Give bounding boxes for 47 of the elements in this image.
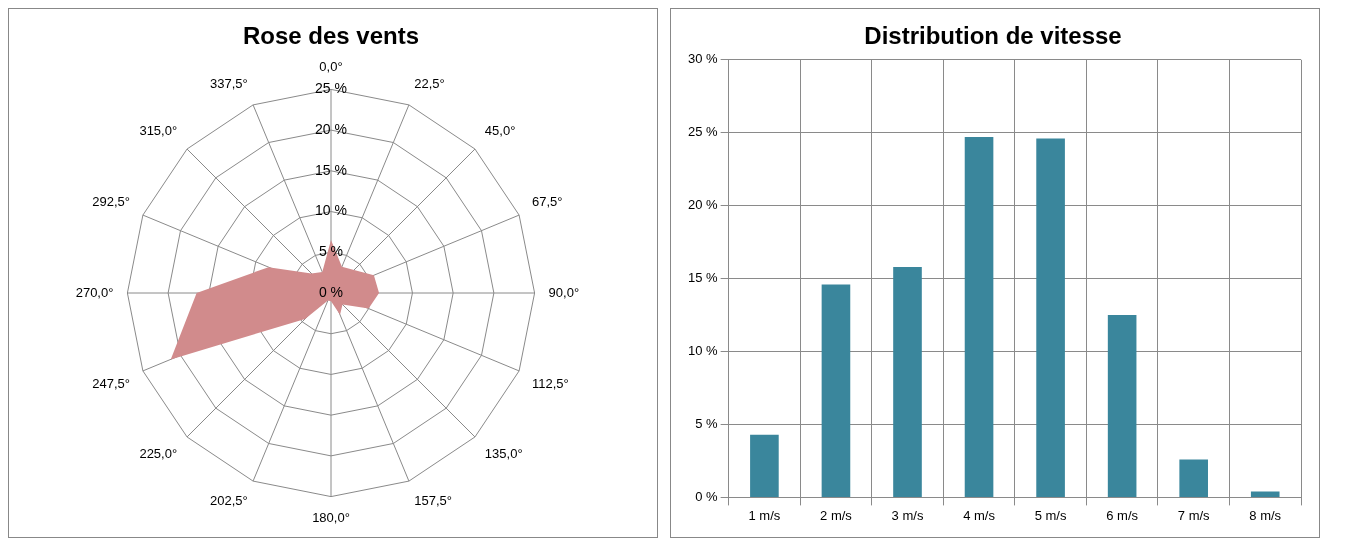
bar bbox=[750, 434, 779, 497]
y-tick-label: 0 % bbox=[318, 283, 344, 300]
spoke-label: 157,5° bbox=[414, 493, 453, 509]
y-tick-label: 15 % bbox=[687, 270, 719, 286]
chart-title: Rose des vents bbox=[242, 22, 420, 50]
bar bbox=[893, 266, 922, 497]
x-tick-label: 1 m/s bbox=[748, 507, 781, 523]
spoke-label: 247,5° bbox=[92, 375, 130, 391]
spoke-label: 67,5° bbox=[532, 193, 563, 209]
y-tick-label: 20 % bbox=[687, 197, 719, 213]
y-tick-label: 10 % bbox=[315, 202, 347, 219]
x-tick-label: 8 m/s bbox=[1249, 507, 1282, 523]
x-tick-label: 2 m/s bbox=[820, 507, 853, 523]
spoke-label: 90,0° bbox=[548, 284, 580, 300]
y-tick-label: 25 % bbox=[315, 80, 347, 97]
y-tick-label: 0 % bbox=[695, 488, 719, 504]
spoke-label: 202,5° bbox=[209, 493, 248, 509]
y-tick-label: 30 % bbox=[687, 51, 719, 67]
bar bbox=[821, 284, 851, 497]
spoke-label: 45,0° bbox=[484, 122, 516, 138]
spoke-label: 292,5° bbox=[92, 193, 130, 209]
x-tick-label: 6 m/s bbox=[1106, 507, 1139, 523]
x-tick-label: 4 m/s bbox=[963, 507, 996, 523]
spoke-label: 270,0° bbox=[75, 284, 114, 300]
spoke-label: 0,0° bbox=[319, 59, 343, 75]
spoke-label: 180,0° bbox=[312, 509, 350, 525]
y-tick-label: 10 % bbox=[687, 343, 719, 359]
y-tick-label: 15 % bbox=[315, 161, 347, 178]
x-tick-label: 7 m/s bbox=[1177, 507, 1211, 523]
spoke-label: 337,5° bbox=[209, 75, 248, 91]
x-tick-label: 5 m/s bbox=[1034, 507, 1067, 523]
y-tick-label: 5 % bbox=[318, 243, 344, 260]
spoke-label: 315,0° bbox=[139, 122, 178, 138]
y-tick-label: 20 % bbox=[315, 120, 347, 137]
bar bbox=[1036, 138, 1065, 497]
x-tick-label: 3 m/s bbox=[891, 507, 924, 523]
y-tick-label: 25 % bbox=[687, 124, 719, 140]
spoke-label: 225,0° bbox=[139, 446, 178, 462]
bar bbox=[1107, 315, 1137, 497]
chart-title: Distribution de vitesse bbox=[864, 22, 1122, 50]
spoke-label: 135,0° bbox=[484, 446, 523, 462]
spoke-label: 22,5° bbox=[414, 75, 445, 91]
bar bbox=[1179, 459, 1208, 497]
bar bbox=[1250, 491, 1280, 497]
spoke-label: 112,5° bbox=[532, 375, 569, 391]
bar bbox=[964, 137, 994, 497]
y-tick-label: 5 % bbox=[695, 416, 719, 432]
